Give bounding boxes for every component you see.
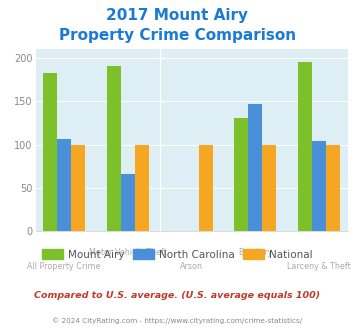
Bar — [43, 73, 57, 231]
Text: All Property Crime: All Property Crime — [27, 262, 101, 271]
Text: Burglary: Burglary — [238, 248, 273, 257]
Legend: Mount Airy, North Carolina, National: Mount Airy, North Carolina, National — [38, 245, 317, 264]
Text: 2017 Mount Airy: 2017 Mount Airy — [106, 8, 248, 23]
Bar — [312, 141, 326, 231]
Bar — [262, 145, 277, 231]
Text: Arson: Arson — [180, 262, 203, 271]
Bar — [71, 145, 85, 231]
Text: Larceny & Theft: Larceny & Theft — [287, 262, 351, 271]
Text: © 2024 CityRating.com - https://www.cityrating.com/crime-statistics/: © 2024 CityRating.com - https://www.city… — [53, 317, 302, 324]
Bar — [298, 62, 312, 231]
Bar — [234, 118, 248, 231]
Bar — [248, 104, 262, 231]
Text: Property Crime Comparison: Property Crime Comparison — [59, 28, 296, 43]
Bar — [57, 139, 71, 231]
Bar — [135, 145, 149, 231]
Bar — [326, 145, 340, 231]
Bar — [121, 174, 135, 231]
Bar — [199, 145, 213, 231]
Text: Motor Vehicle Theft: Motor Vehicle Theft — [89, 248, 167, 257]
Text: Compared to U.S. average. (U.S. average equals 100): Compared to U.S. average. (U.S. average … — [34, 291, 321, 300]
Bar — [107, 66, 121, 231]
